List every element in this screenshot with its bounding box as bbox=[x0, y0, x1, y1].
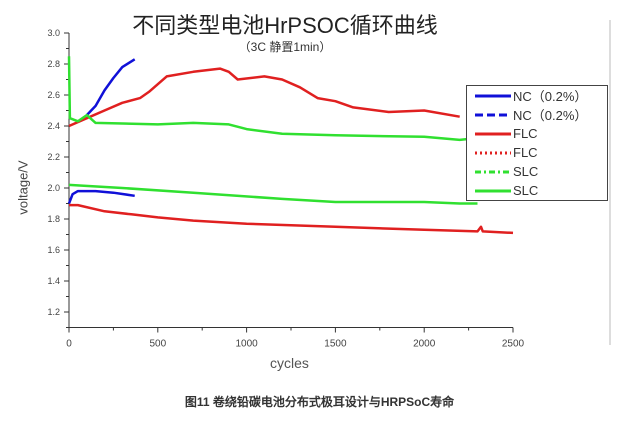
legend-label: NC（0.2%） bbox=[513, 108, 588, 123]
legend-item: SLC bbox=[467, 162, 607, 181]
legend-swatch bbox=[475, 189, 511, 192]
x-tick-label: 2500 bbox=[502, 339, 525, 350]
legend-label: FLC bbox=[513, 145, 538, 160]
series-line-5 bbox=[68, 183, 478, 205]
x-tick-label: 1500 bbox=[324, 339, 347, 350]
y-tick-label: 2.0 bbox=[47, 183, 60, 193]
y-tick-label: 3.0 bbox=[47, 28, 60, 38]
legend-label: SLC bbox=[513, 183, 539, 198]
x-tick-label: 500 bbox=[149, 339, 166, 350]
legend-item: SLC bbox=[467, 181, 607, 200]
legend-label: FLC bbox=[513, 126, 538, 141]
legend-item: FLC bbox=[467, 124, 607, 143]
series-line-0 bbox=[67, 189, 135, 204]
legend-swatch bbox=[475, 132, 511, 135]
legend-swatch bbox=[475, 170, 511, 173]
y-tick-label: 1.2 bbox=[47, 307, 60, 317]
legend-swatch bbox=[475, 113, 511, 116]
chart-subtitle: （3C 静置1min） bbox=[238, 40, 332, 54]
x-tick-label: 1000 bbox=[235, 339, 258, 350]
y-tick-label: 1.8 bbox=[47, 214, 60, 224]
series-line-1 bbox=[85, 58, 136, 116]
y-tick-label: 1.6 bbox=[47, 245, 60, 255]
legend-label: NC（0.2%） bbox=[513, 89, 588, 104]
x-tick-label: 0 bbox=[66, 339, 72, 350]
chart-title: 不同类型电池HrPSOC循环曲线 bbox=[132, 13, 438, 38]
series-line-4 bbox=[67, 56, 475, 142]
legend-label: SLC bbox=[513, 164, 539, 179]
legend-item: NC（0.2%） bbox=[467, 105, 607, 124]
legend-swatch bbox=[475, 94, 511, 97]
legend-item: NC（0.2%） bbox=[467, 86, 607, 105]
legend-swatch bbox=[475, 151, 511, 154]
y-axis-label: voltage/V bbox=[15, 160, 31, 215]
figure-caption: 图11 卷绕铅碳电池分布式极耳设计与HRPSoC寿命 bbox=[184, 395, 455, 409]
legend: NC（0.2%） NC（0.2%） FLC FLC SLC SLC bbox=[466, 85, 608, 201]
x-tick-label: 2000 bbox=[413, 339, 436, 350]
x-axis-label: cycles bbox=[270, 355, 309, 371]
y-tick-label: 2.4 bbox=[47, 121, 60, 131]
y-tick-label: 2.2 bbox=[47, 152, 60, 162]
series-line-2 bbox=[69, 203, 514, 235]
series-line-3 bbox=[68, 67, 460, 128]
y-tick-label: 2.8 bbox=[47, 59, 60, 69]
legend-item: FLC bbox=[467, 143, 607, 162]
y-tick-label: 1.4 bbox=[47, 276, 60, 286]
y-tick-label: 2.6 bbox=[47, 90, 60, 100]
